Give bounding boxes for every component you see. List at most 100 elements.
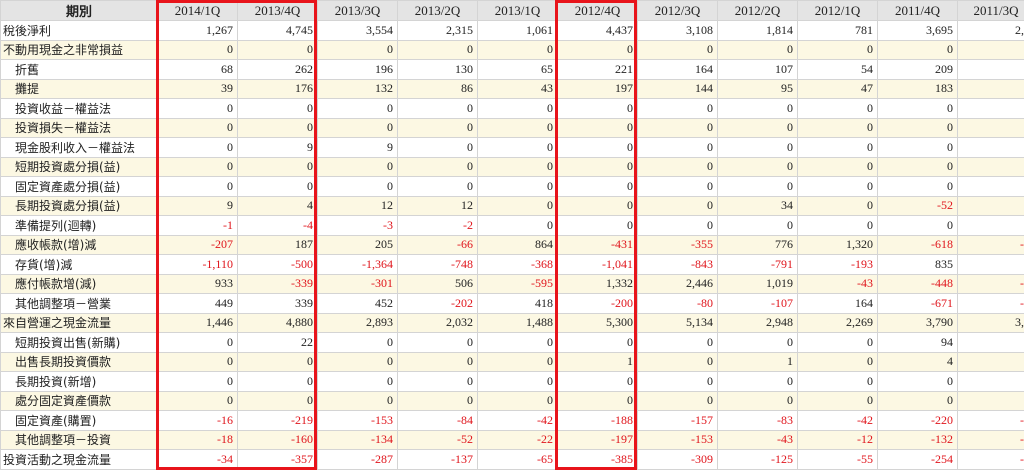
cell: 0 [477,215,558,236]
cell: 0 [957,351,1024,372]
cell: 209 [877,59,958,80]
cell: 0 [877,137,958,158]
cell: 0 [717,371,798,392]
table-row: 處分固定資產價款00000000000 [0,390,1024,411]
cell: 12 [317,195,398,216]
cell: 0 [877,117,958,138]
cell: 0 [877,215,958,236]
cell: 0 [157,39,238,60]
row-label: 短期投資處分損(益) [0,156,158,177]
cell: -4 [237,215,318,236]
cell: -595 [477,273,558,294]
table-row: 短期投資處分損(益)00000000000 [0,156,1024,177]
cell: 0 [877,98,958,119]
column-header: 2011/3Q [957,0,1024,21]
cell: 5,134 [637,312,718,333]
cell: 0 [477,137,558,158]
cell: 205 [317,234,398,255]
cell: 0 [237,117,318,138]
cell: -1,364 [317,254,398,275]
cell: 0 [797,195,878,216]
table-row: 其他調整項－營業 449 339 452 -202 418 -200 -80 -107 164 -6… [0,293,1024,314]
cell: 0 [317,39,398,60]
cell: 0 [957,117,1024,138]
table-row: 不動用現金之非常損益00000000000 [0,39,1024,60]
column-header: 2013/1Q [477,0,558,21]
cell: 0 [157,351,238,372]
cell: -357 [237,449,318,470]
cell: -1,110 [157,254,238,275]
cell: 339 [237,293,318,314]
cell: 9 [157,195,238,216]
cell: 221 [557,59,638,80]
cell: 0 [717,39,798,60]
cell: 0 [157,137,238,158]
cell: 0 [317,98,398,119]
cell: -2 [397,215,478,236]
cell: 0 [317,351,398,372]
column-header: 2013/3Q [317,0,398,21]
cell: 1 [957,78,1024,99]
row-label: 稅後淨利 [0,20,158,41]
cell: 0 [157,156,238,177]
cell: -385 [557,449,638,470]
header-row: 期別 2014/1Q 2013/4Q 2013/3Q 2013/2Q 2013/1Q 201… [0,0,1024,21]
cell: -52 [877,195,958,216]
cell: -12 [797,429,878,450]
row-label: 其他調整項－投資 [0,429,158,450]
cell: 0 [957,390,1024,411]
cell: 2 [957,254,1024,275]
cell: 0 [477,351,558,372]
cell: 0 [157,371,238,392]
cell: -6 [957,234,1024,255]
table-row: 攤提39176132864319714495471831 [0,78,1024,99]
cell: 0 [237,390,318,411]
cell: 0 [477,195,558,216]
cell: 0 [557,156,638,177]
cell: -84 [397,410,478,431]
cell: 0 [957,137,1024,158]
table-row: 固定資產處分損(益)00000000000 [0,176,1024,197]
table-row: 稅後淨利 1,267 4,745 3,554 2,315 1,061 4,437 3,108 1… [0,20,1024,41]
row-label: 投資收益－權益法 [0,98,158,119]
cell: 864 [477,234,558,255]
cell: 0 [637,332,718,353]
cell: 0 [717,215,798,236]
cell: 0 [717,117,798,138]
cell: 0 [877,390,958,411]
cell: 3,554 [317,20,398,41]
cell: 176 [237,78,318,99]
cell: 933 [157,273,238,294]
cell: -137 [397,449,478,470]
cell: 0 [477,117,558,138]
cell: 0 [557,332,638,353]
cell: -355 [637,234,718,255]
cell: 0 [637,39,718,60]
cell: -301 [317,273,398,294]
row-label: 固定資產(購置) [0,410,158,431]
cell: 9 [237,137,318,158]
row-label: 攤提 [0,78,158,99]
cell: 1,488 [477,312,558,333]
cell: 776 [717,234,798,255]
cell: 452 [317,293,398,314]
row-label: 應付帳款增(減) [0,273,158,294]
row-label: 不動用現金之非常損益 [0,39,158,60]
row-label: 折舊 [0,59,158,80]
cell: 0 [557,39,638,60]
cell: 0 [637,117,718,138]
cell: 0 [637,390,718,411]
cell: -153 [317,410,398,431]
cell: 0 [397,137,478,158]
cell: 0 [317,176,398,197]
cell: 0 [237,98,318,119]
cell: 5,300 [557,312,638,333]
cell: 0 [957,39,1024,60]
table-row: 應收帳款(增)減 -207 187 205 -66 864 -431 -355 776 1,320… [0,234,1024,255]
cell: 0 [797,117,878,138]
cell: 0 [237,371,318,392]
cell: 0 [797,137,878,158]
